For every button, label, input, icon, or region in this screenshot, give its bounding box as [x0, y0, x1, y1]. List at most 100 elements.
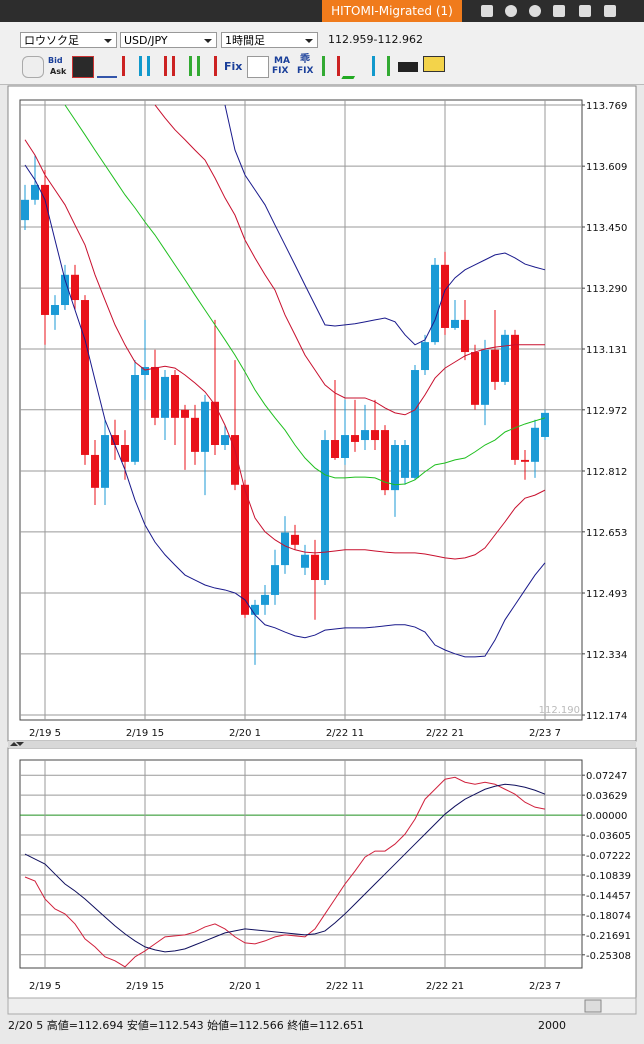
splitter-arrows [10, 742, 24, 746]
indicator-line [24, 783, 546, 953]
candle-body [341, 435, 349, 459]
icon[interactable] [505, 5, 517, 17]
candle-body [171, 375, 179, 418]
candle-body [231, 435, 239, 485]
icon[interactable] [481, 5, 493, 17]
symbol-select[interactable]: USD/JPY [120, 32, 217, 48]
price-tag: 112.190 [539, 705, 580, 716]
candle-body [531, 427, 539, 462]
x-tick-label: 2/22 21 [426, 728, 464, 739]
candle-body [491, 349, 499, 382]
candle-body [91, 454, 99, 488]
candle-body [241, 484, 249, 615]
icon[interactable] [147, 56, 167, 76]
icon[interactable] [97, 56, 117, 78]
icon-label: MA [274, 56, 290, 66]
candle-body [451, 319, 459, 328]
scroll-thumb[interactable] [584, 999, 602, 1013]
y-tick-label: 0.00000 [586, 811, 627, 822]
icon-label: Fix [224, 60, 243, 73]
candle-body [121, 444, 129, 462]
main-plot: 113.769 113.609 113.450 113.290 113.131 112.9… [19, 99, 627, 739]
candle-body [191, 417, 199, 452]
y-tick-label: 0.03629 [586, 791, 627, 802]
status-text: 2/20 5 高値=112.694 安値=112.543 始値=112.566 … [8, 1019, 365, 1032]
y-tick-label: 112.493 [586, 589, 627, 600]
candle-body [291, 534, 299, 545]
plot-content [24, 776, 546, 968]
icon[interactable] [197, 56, 217, 76]
y-tick-label: -0.07222 [586, 851, 631, 862]
hand-tool[interactable] [22, 56, 44, 78]
candle-body [151, 366, 159, 418]
chart-type-select[interactable]: ロウソク足 [20, 32, 117, 48]
icon[interactable] [579, 5, 591, 17]
icon[interactable] [553, 5, 565, 17]
icon[interactable] [398, 62, 418, 72]
x-tick-label: 2/23 7 [529, 728, 561, 739]
icon[interactable] [322, 56, 340, 76]
tab[interactable]: HITOMI-Migrated (1) [322, 0, 462, 22]
icon-label: Ask [50, 67, 67, 76]
candle-body [321, 440, 329, 581]
y-tick-label: 113.609 [586, 162, 627, 173]
candle-body [311, 554, 319, 581]
sub-panel [7, 747, 637, 999]
candle-body [501, 334, 509, 382]
x-tick-label: 2/22 11 [326, 981, 364, 992]
icon[interactable] [72, 56, 94, 78]
y-tick-label: -0.25308 [586, 951, 631, 962]
x-tick-label: 2/22 21 [426, 981, 464, 992]
candle-body [21, 199, 29, 221]
y-tick-label: 112.653 [586, 528, 627, 539]
y-tick-label: 113.290 [586, 284, 627, 295]
icon[interactable] [247, 56, 269, 78]
candle-body [181, 409, 189, 418]
scrollbar[interactable] [7, 997, 637, 1015]
timeframe-select[interactable]: 1時間足 [221, 32, 318, 48]
y-tick-label: 113.131 [586, 345, 627, 356]
candle-body [401, 444, 409, 478]
y-tick-label: 113.450 [586, 223, 627, 234]
indicator-line [24, 164, 546, 658]
icon-label: FIX [272, 66, 289, 76]
candle-body [511, 334, 519, 460]
y-tick-label: 0.07247 [586, 771, 627, 782]
candle-body [421, 342, 429, 371]
candle-body [271, 565, 279, 595]
indicator-line [24, 139, 546, 560]
candle-body [301, 554, 309, 568]
macd-plot: 0.07247 0.03629 0.00000 -0.03605 -0.07222 -0.… [19, 759, 631, 992]
y-tick-label: -0.10839 [586, 871, 631, 882]
candle-body [481, 349, 489, 405]
icon[interactable] [122, 56, 142, 76]
icon-label: Bid [48, 56, 63, 65]
candle-body [51, 305, 59, 315]
x-tick-label: 2/19 15 [126, 728, 164, 739]
quote: 112.959-112.962 [328, 33, 423, 46]
status-bar: 2/20 5 高値=112.694 安値=112.543 始値=112.566 … [0, 1016, 644, 1036]
candle-body [251, 604, 259, 615]
icon[interactable] [341, 56, 367, 79]
y-tick-label: -0.21691 [586, 931, 631, 942]
candle-body [101, 435, 109, 488]
y-tick-label: -0.14457 [586, 891, 631, 902]
y-tick-label: 112.972 [586, 406, 627, 417]
icon[interactable] [529, 5, 541, 17]
icon-label: FIX [297, 66, 314, 76]
icon[interactable] [172, 56, 192, 76]
indicator-line [154, 104, 545, 416]
candle-body [281, 532, 289, 566]
icon[interactable] [372, 56, 390, 76]
title-bar: HITOMI-Migrated (1) [0, 0, 644, 22]
candle-body [461, 319, 469, 353]
candle-body [381, 430, 389, 491]
icon[interactable] [423, 56, 445, 72]
candle-body [141, 366, 149, 376]
y-tick-label: -0.03605 [586, 831, 631, 842]
splitter[interactable] [8, 741, 636, 748]
icon[interactable] [604, 5, 616, 17]
candle-body [331, 440, 339, 459]
candle-body [81, 300, 89, 455]
